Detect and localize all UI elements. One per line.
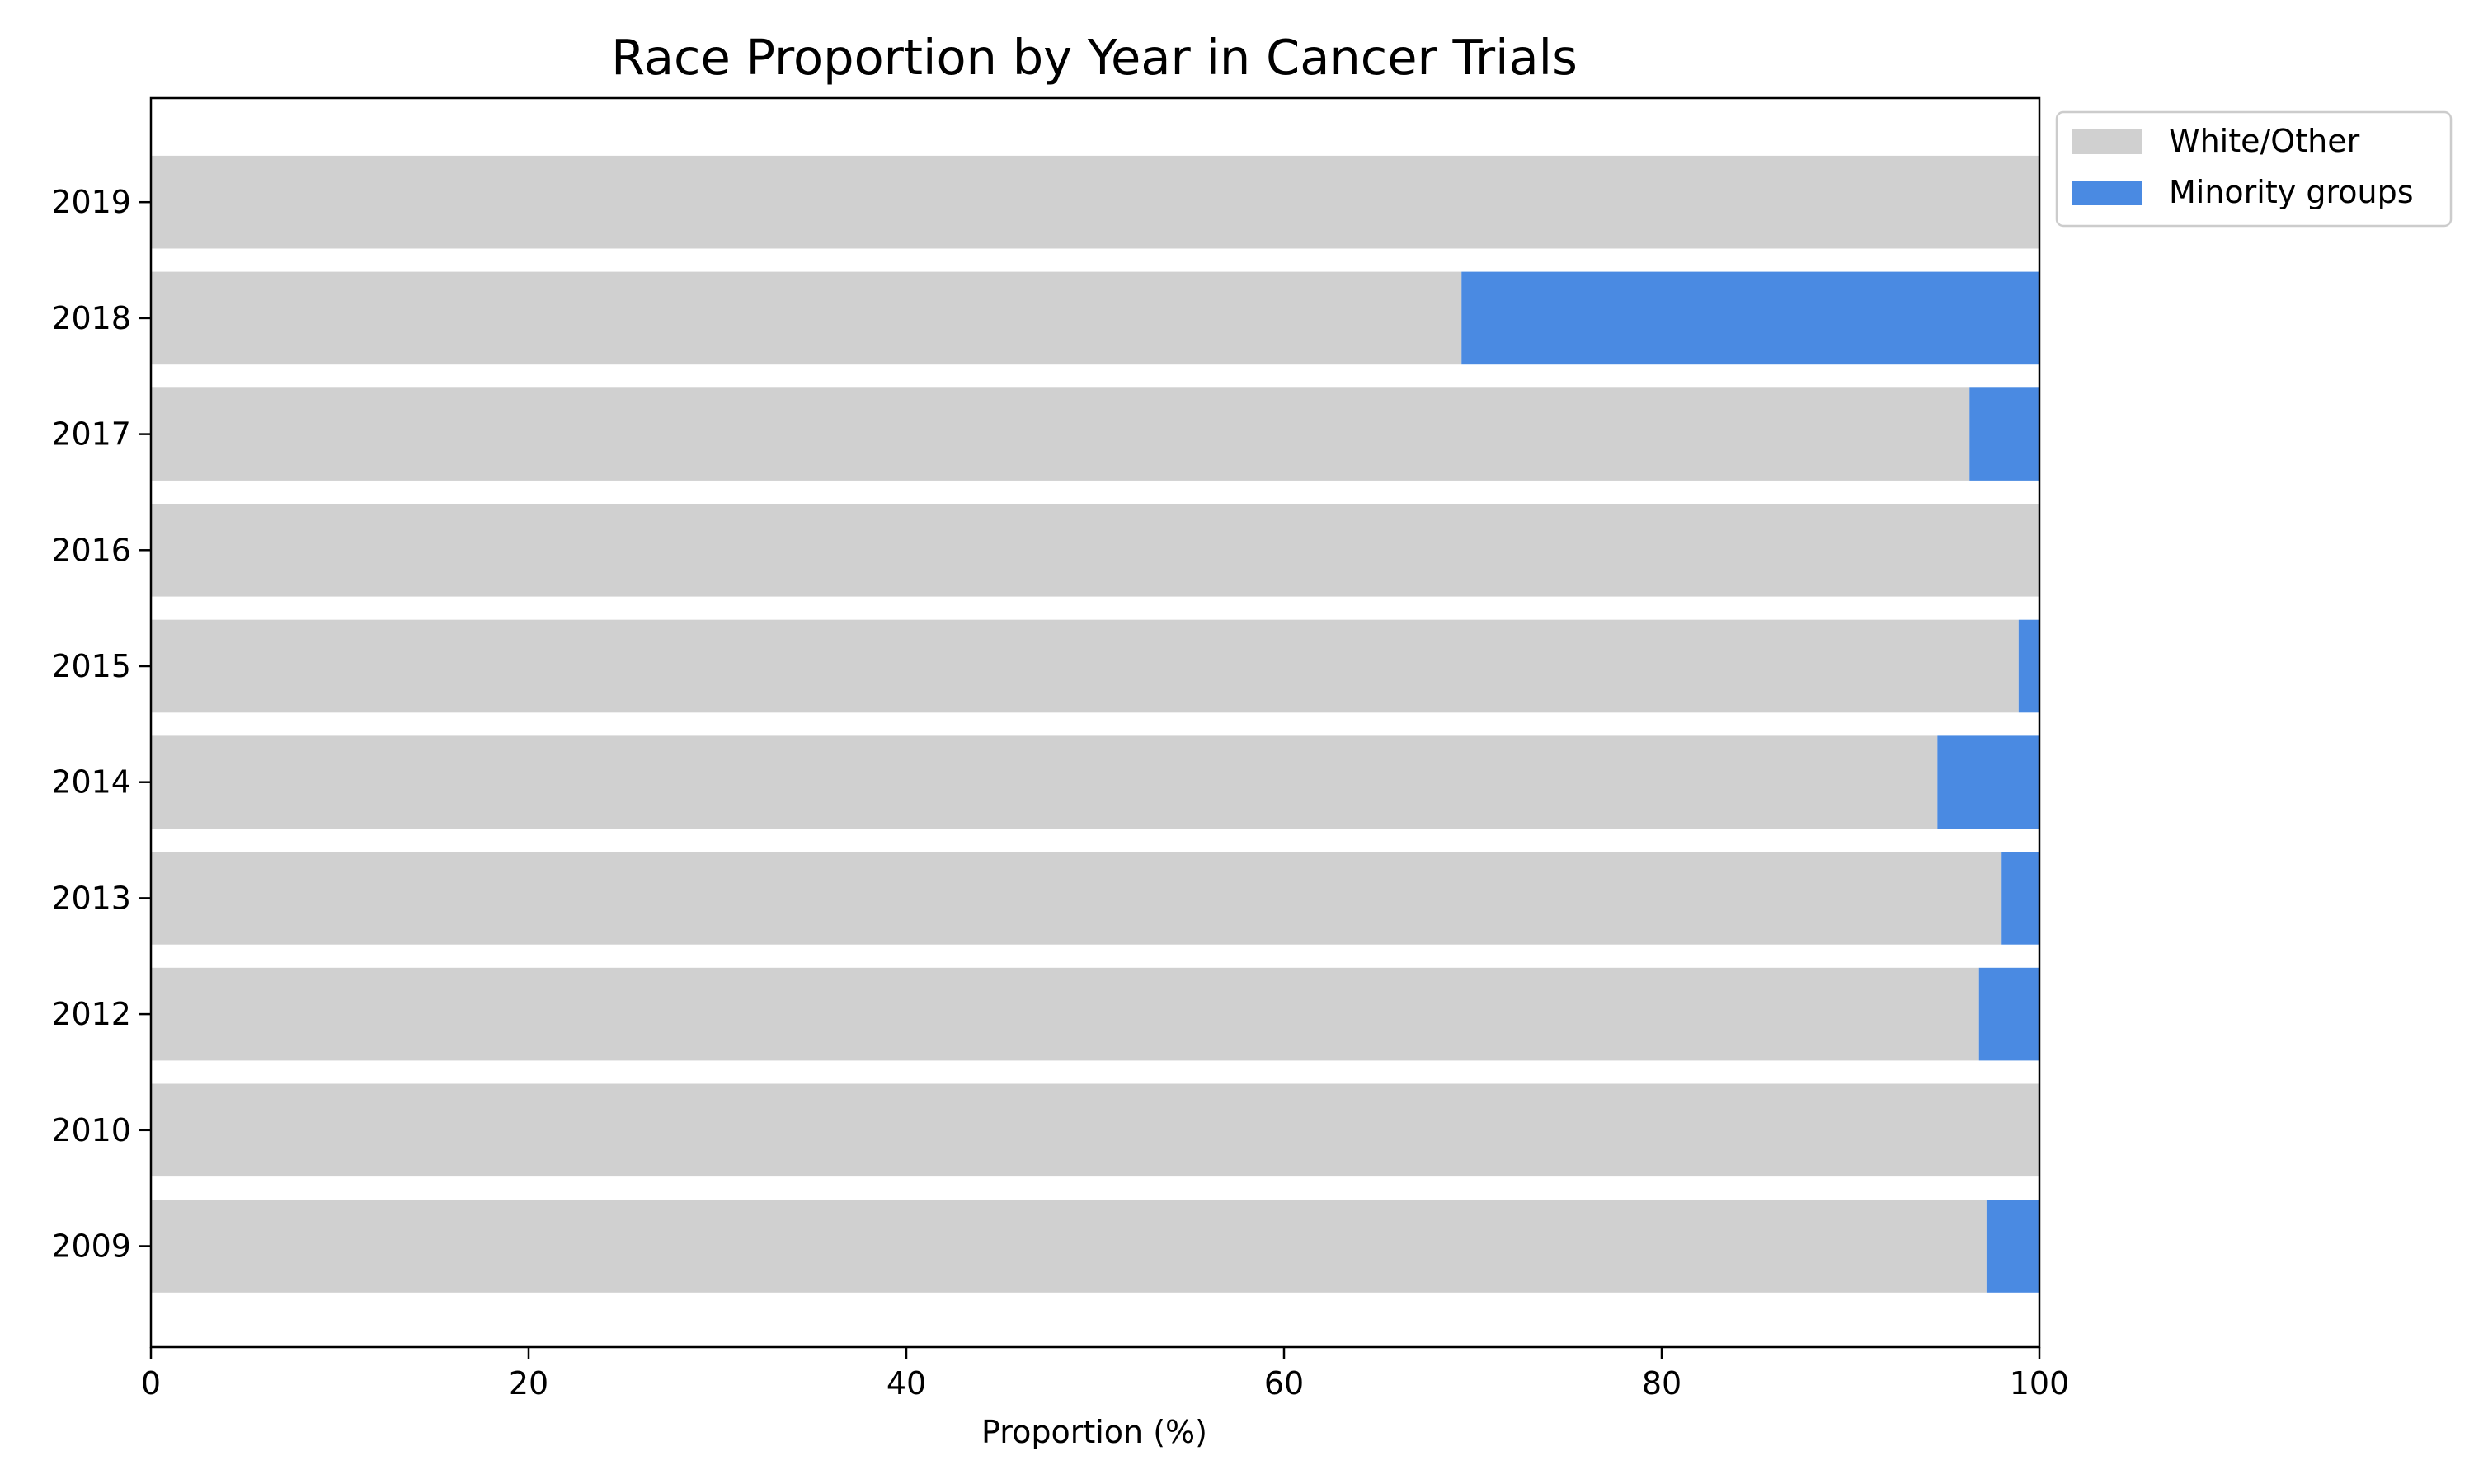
bar-white-other-2014 [151,735,1938,829]
chart-title: Race Proportion by Year in Cancer Trials [611,29,1578,86]
bar-white-other-2013 [151,852,2002,945]
bar-minority-groups-2012 [1978,967,2039,1061]
y-tick-label-2010: 2010 [51,1112,131,1148]
bar-minority-groups-2013 [2001,852,2039,945]
x-tick-label-20: 20 [509,1365,548,1402]
y-tick-label-2017: 2017 [51,416,131,453]
plot-frame [149,96,2041,1349]
y-axis-ticks: 2009 2010 2012 2013 2014 2015 2016 2017 2018 2019 [51,184,151,1265]
bar-minority-groups-2017 [1969,387,2039,481]
legend-swatch-white-other [2072,129,2142,154]
plot-area [151,155,2039,1293]
bar-minority-groups-2015 [2018,619,2039,713]
y-tick-label-2018: 2018 [51,300,131,336]
bar-white-other-2010 [151,1083,2039,1177]
y-tick-label-2009: 2009 [51,1228,131,1265]
bar-minority-groups-2009 [1986,1200,2039,1293]
y-tick-label-2016: 2016 [51,532,131,568]
x-tick-label-100: 100 [2010,1365,2070,1402]
bar-white-other-2019 [151,155,2039,249]
legend-swatch-minority-groups [2072,181,2142,205]
x-tick-label-80: 80 [1642,1365,1681,1402]
x-axis-label: Proportion (%) [981,1414,1207,1450]
y-tick-label-2014: 2014 [51,764,131,801]
bar-white-other-2016 [151,504,2039,597]
legend: White/Other Minority groups [2055,110,2453,228]
bar-minority-groups-2014 [1937,735,2039,829]
x-tick-label-40: 40 [887,1365,926,1402]
x-tick-label-60: 60 [1264,1365,1304,1402]
x-axis-ticks: 0 20 40 60 80 100 [141,1347,2069,1402]
y-tick-label-2019: 2019 [51,184,131,220]
legend-box [2055,110,2453,228]
y-tick-label-2012: 2012 [51,996,131,1032]
legend-label-minority-groups: Minority groups [2169,174,2414,210]
bar-minority-groups-2018 [1461,271,2039,365]
bar-white-other-2012 [151,967,1979,1061]
y-tick-label-2015: 2015 [51,648,131,684]
bar-white-other-2009 [151,1200,1987,1293]
bar-white-other-2017 [151,387,1970,481]
bar-white-other-2015 [151,619,2019,713]
bar-white-other-2018 [151,271,1462,365]
y-tick-label-2013: 2013 [51,880,131,916]
legend-label-white-other: White/Other [2169,123,2360,159]
x-tick-label-0: 0 [141,1365,161,1402]
